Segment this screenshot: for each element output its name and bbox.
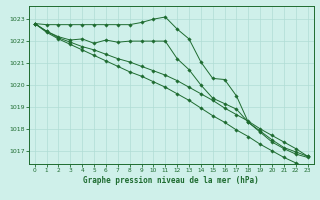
X-axis label: Graphe pression niveau de la mer (hPa): Graphe pression niveau de la mer (hPa) (83, 176, 259, 185)
